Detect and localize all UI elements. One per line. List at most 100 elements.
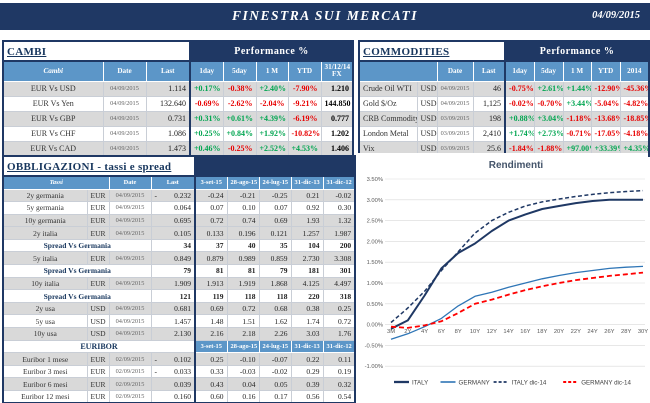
cell-date: 04/09/2015: [108, 201, 152, 215]
cell-last: 34: [150, 238, 197, 253]
x-axis-label: 28Y: [621, 329, 631, 335]
bond-row: 10y germania EUR 04/09/2015 0.695 0.72 0.74 0.…: [2, 213, 356, 228]
cambi-section-title: CAMBI: [7, 46, 47, 58]
cell-last: 0.160: [150, 390, 197, 403]
y-axis-label: -1.00%: [365, 364, 383, 370]
euribor-row: Euribor 1 mese EUR 02/09/2015-0.102 0.25 -0.…: [2, 352, 356, 366]
cell-date: 04/09/2015: [108, 213, 152, 228]
cell-value: 4.125: [290, 276, 324, 291]
cell-last: -0.033: [150, 364, 197, 379]
cell-perf: -2.04%: [255, 95, 289, 112]
cell-euribor: Euribor 12 mesi: [2, 390, 88, 403]
cell-date: 03/09/2015: [436, 125, 474, 142]
commodity-row: Gold $/Oz USD 04/09/2015 1,125 -0.02% -0.70% +…: [358, 95, 650, 112]
col-1m: 1 M: [562, 60, 592, 82]
y-axis-label: 3.00%: [367, 198, 383, 204]
cell-perf: +1.92%: [255, 125, 289, 142]
cell-fx: 1.202: [320, 125, 354, 142]
cell-date: 04/09/2015: [436, 95, 474, 112]
cell-last: 0.681: [150, 301, 197, 316]
cell-value: 0.17: [258, 390, 292, 403]
bond-row: 2y usa USD 04/09/2015 0.681 0.69 0.72 0.68 0.38…: [2, 301, 356, 316]
cambi-table: CAMBI Performance % Cambi Date Last 1day…: [2, 40, 355, 157]
x-axis-label: 26Y: [604, 329, 614, 335]
commodities-body: Crude Oil WTI USD 04/09/2015 46 -0.75% +2.61%…: [358, 80, 650, 157]
cell-value: 79: [258, 264, 292, 278]
cell-bond: 2y usa: [2, 301, 88, 316]
cell-last: 79: [150, 264, 197, 278]
cell-bond: 2y italia: [2, 226, 88, 240]
bond-row: 5y usa USD 04/09/2015 1.457 1.48 1.51 1.62 1.74…: [2, 314, 356, 329]
cell-value: 1.93: [290, 213, 324, 228]
col-31dic12: 31-dic-12: [322, 175, 356, 190]
spread-row: Spread Vs Germania 34 37 40 35 104 200: [2, 238, 356, 253]
cell-perf: +0.61%: [222, 110, 257, 127]
cell-perf: -4.82%: [619, 95, 650, 112]
cell-value: 4.497: [322, 276, 356, 291]
cell-currency: EUR: [86, 377, 110, 391]
legend-label-germany: GERMANY: [459, 380, 490, 387]
commodities-performance-header: Performance %: [505, 41, 650, 62]
cell-date: 04/09/2015: [108, 226, 152, 240]
cambi-title-row: CAMBI Performance %: [3, 41, 354, 62]
cell-value: -0.10: [226, 352, 260, 366]
cell-perf: -0.02%: [504, 95, 535, 112]
cell-value: 0.29: [290, 364, 324, 379]
euribor-row: Euribor 12 mesi EUR 02/09/2015 0.160 0.60 0.1…: [2, 390, 356, 403]
cell-perf: +0.25%: [189, 125, 224, 142]
cell-last: 1.086: [145, 125, 191, 142]
cell-last: 0.064: [150, 201, 197, 215]
cell-date: 04/09/2015: [108, 188, 152, 203]
x-axis-label: 16Y: [520, 329, 530, 335]
cell-value: 0.25: [322, 301, 356, 316]
bond-row: 2y italia EUR 04/09/2015 0.105 0.133 0.196 0.1…: [2, 226, 356, 240]
cell-value: -0.24: [194, 188, 228, 203]
y-axis-label: 2.50%: [367, 219, 383, 225]
cell-perf: -0.38%: [222, 80, 257, 97]
cell-perf: -5.04%: [590, 95, 621, 112]
col-cambi: Cambi: [2, 60, 104, 82]
bond-row: 5y italia EUR 04/09/2015 0.849 0.879 0.989 0.8…: [2, 251, 356, 266]
x-axis-label: 22Y: [571, 329, 581, 335]
spread-row: Spread Vs Germania 121 119 118 118 220 318: [2, 289, 356, 303]
y-axis-label: -0.50%: [365, 343, 383, 349]
series-germany-dic-14-line: [390, 271, 644, 329]
cell-currency: EUR: [86, 213, 110, 228]
cell-value: 0.38: [290, 301, 324, 316]
cell-value: -0.02: [322, 188, 356, 203]
cell-bond: 2y germania: [2, 188, 88, 203]
cell-value: 0.33: [194, 364, 228, 379]
bond-row: 5y germania EUR 04/09/2015 0.064 0.07 0.10 0.0…: [2, 201, 356, 215]
cell-currency: USD: [416, 80, 438, 97]
cell-value: 2.730: [290, 251, 324, 266]
col-28ago15: 28-ago-15: [226, 175, 260, 190]
commodities-table: COMMODITIES Performance % Date Last 1day…: [358, 40, 650, 157]
cell-value: 1.76: [322, 327, 356, 341]
cell-date: 04/09/2015: [102, 110, 147, 127]
cell-perf: +1.74%: [504, 125, 535, 142]
header-bar: FINESTRA SUI MERCATI 04/09/2015: [0, 3, 650, 30]
col-1day: 1day: [504, 60, 535, 82]
cell-euribor: Euribor 6 mesi: [2, 377, 88, 391]
cell-currency: EUR: [86, 364, 110, 379]
legend-label-italy-dic-14: ITALY dic-14: [512, 380, 547, 387]
cell-perf: +0.84%: [222, 125, 257, 142]
cell-value: 0.196: [226, 226, 260, 240]
col-5day: 5day: [533, 60, 564, 82]
cell-euribor: Euribor 1 mese: [2, 352, 88, 366]
series-italy-dic-14-line: [390, 189, 644, 324]
cell-value: 81: [194, 264, 228, 278]
cell-date: 04/09/2015: [108, 327, 152, 341]
euribor-column-header: 31-dic-13: [290, 339, 324, 354]
cell-value: 0.19: [322, 364, 356, 379]
cell-value: 0.72: [322, 314, 356, 329]
cell-commodity: Vix: [358, 140, 418, 157]
cell-perf: -0.75%: [504, 80, 535, 97]
cell-perf: -9.21%: [287, 95, 322, 112]
cell-perf: +33.39%: [590, 140, 621, 157]
col-3set15: 3-set-15: [194, 175, 228, 190]
commodity-row: London Metal USD 03/09/2015 2,410 +1.74% +2.7…: [358, 125, 650, 142]
cell-bond: 5y italia: [2, 251, 88, 266]
cell-pair: EUR Vs Yen: [2, 95, 104, 112]
cell-value: 0.60: [194, 390, 228, 403]
